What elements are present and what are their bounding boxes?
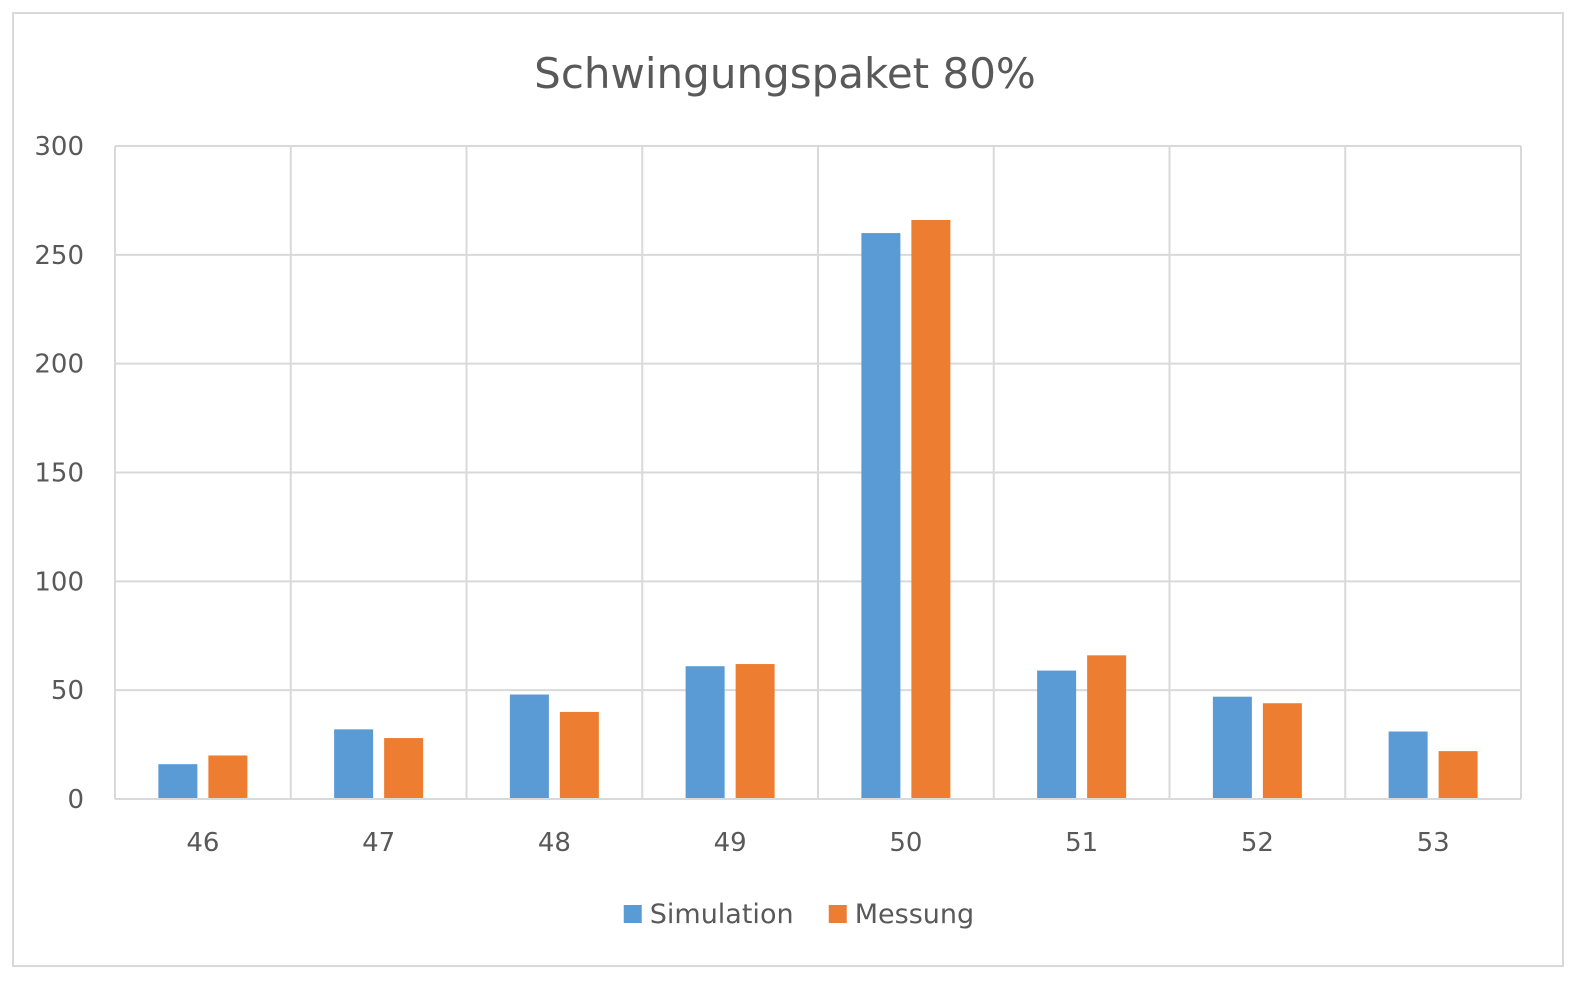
bar-messung-51 — [1087, 655, 1127, 799]
legend-label-messung: Messung — [855, 899, 974, 930]
x-tick-label: 48 — [538, 828, 571, 858]
legend-swatch-messung — [828, 905, 847, 923]
bar-messung-48 — [559, 711, 599, 799]
x-tick-label: 53 — [1417, 828, 1450, 858]
grid-lines — [114, 145, 1522, 800]
y-tick-label: 300 — [34, 132, 84, 162]
x-tick-label: 47 — [362, 828, 395, 858]
x-tick-label: 51 — [1065, 828, 1098, 858]
bars — [158, 220, 1478, 800]
chart-title: Schwingungspaket 80% — [534, 49, 1036, 98]
chart-frame — [12, 12, 1564, 967]
bar-messung-52 — [1262, 703, 1302, 799]
bar-simulation-53 — [1388, 731, 1428, 799]
y-tick-label: 200 — [34, 350, 84, 380]
bar-simulation-51 — [1037, 670, 1077, 799]
y-tick-label: 250 — [34, 241, 84, 271]
y-tick-label: 0 — [67, 785, 84, 815]
bar-simulation-46 — [158, 764, 198, 799]
y-tick-label: 150 — [34, 459, 84, 489]
y-tick-label: 100 — [34, 567, 84, 597]
bar-messung-47 — [384, 738, 424, 799]
bar-simulation-48 — [509, 694, 549, 799]
axes: 0 50 100 150 200 250 300 46 47 48 49 50 51 52 53 — [34, 132, 1521, 858]
x-tick-label: 49 — [714, 828, 747, 858]
bar-simulation-52 — [1212, 696, 1252, 799]
legend-label-simulation: Simulation — [650, 899, 794, 930]
bar-simulation-50 — [861, 233, 901, 800]
bar-simulation-47 — [334, 729, 374, 799]
bar-messung-46 — [208, 755, 248, 799]
y-tick-label: 50 — [51, 676, 84, 706]
legend-swatch-simulation — [623, 905, 642, 923]
bar-messung-49 — [735, 664, 775, 799]
bar-messung-53 — [1438, 751, 1478, 799]
bar-messung-50 — [911, 220, 951, 800]
x-tick-label: 52 — [1241, 828, 1274, 858]
x-tick-label: 46 — [186, 828, 219, 858]
x-tick-label: 50 — [889, 828, 922, 858]
legend: Simulation Messung — [623, 899, 974, 930]
bar-simulation-49 — [685, 666, 725, 799]
